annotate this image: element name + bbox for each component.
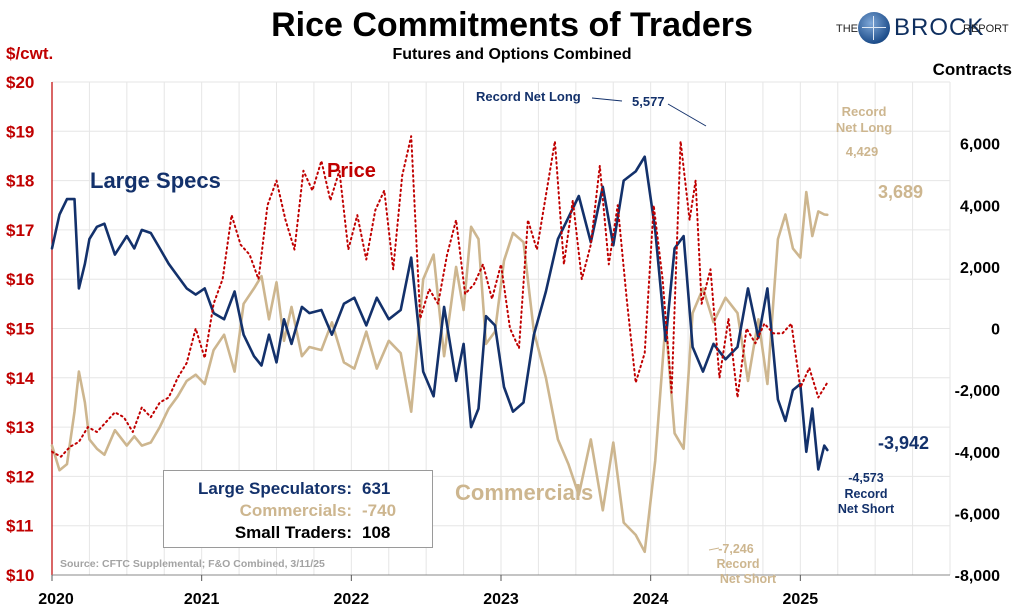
right-axis-unit: Contracts xyxy=(932,60,1012,79)
summary-row-small-traders: Small Traders: 108 xyxy=(164,523,432,545)
x-tick-label: 2022 xyxy=(334,591,370,608)
chart-annotation: Price xyxy=(327,160,376,182)
left-tick-label: $14 xyxy=(6,369,35,388)
position-summary-box: Large Speculators: 631 Commercials: -740… xyxy=(163,470,433,548)
chart-annotation: Record Net Long xyxy=(476,89,581,104)
summary-label: Large Speculators: xyxy=(198,479,352,498)
logo-brand: BROCK xyxy=(894,14,985,41)
x-tick-label: 2021 xyxy=(184,591,220,608)
x-tick-label: 2024 xyxy=(633,591,669,608)
summary-row-large-speculators: Large Speculators: 631 xyxy=(164,479,432,501)
brand-logo: THE BROCK REPORT xyxy=(836,10,1016,50)
left-tick-label: $13 xyxy=(6,418,34,437)
summary-value: -740 xyxy=(362,501,397,520)
chart-annotation: Record xyxy=(842,104,887,119)
left-tick-label: $20 xyxy=(6,73,34,92)
summary-value: 631 xyxy=(362,479,391,498)
right-tick-label: 2,000 xyxy=(960,260,1000,277)
left-tick-label: $11 xyxy=(6,517,33,536)
x-tick-label: 2020 xyxy=(38,591,74,608)
logo-suffix: REPORT xyxy=(963,23,1009,35)
x-tick-label: 2025 xyxy=(783,591,819,608)
chart-subtitle: Futures and Options Combined xyxy=(392,46,632,63)
right-tick-label: -8,000 xyxy=(955,568,1000,585)
chart-annotation: 4,429 xyxy=(846,144,879,159)
left-tick-label: $12 xyxy=(6,467,34,486)
right-tick-label: -4,000 xyxy=(955,445,1000,462)
callout-leader-line xyxy=(667,103,707,127)
chart-annotation: Net Long xyxy=(836,120,892,135)
left-tick-label: $18 xyxy=(6,172,34,191)
chart-annotation: -7,246 xyxy=(718,542,753,556)
x-tick-label: 2023 xyxy=(483,591,519,608)
series-line-price xyxy=(51,135,829,458)
chart-annotation: 5,577 xyxy=(632,94,665,109)
left-tick-label: $17 xyxy=(6,221,34,240)
right-tick-label: 0 xyxy=(991,322,1000,339)
right-tick-label: 4,000 xyxy=(960,198,1000,215)
source-note: Source: CFTC Supplemental; F&O Combined,… xyxy=(60,558,325,570)
chart-annotation: Net Short xyxy=(720,572,777,586)
chart-title: Rice Commitments of Traders xyxy=(271,6,753,44)
chart-annotation: -3,942 xyxy=(878,433,929,453)
globe-icon xyxy=(858,12,890,44)
chart-annotation: Large Specs xyxy=(90,168,221,193)
callout-leader-line xyxy=(591,97,623,102)
left-tick-label: $19 xyxy=(6,122,34,141)
chart-annotation: -4,573 xyxy=(848,471,883,485)
left-tick-label: $15 xyxy=(6,320,34,339)
callout-leader-line xyxy=(708,547,720,551)
left-tick-label: $16 xyxy=(6,270,34,289)
summary-value: 108 xyxy=(362,523,391,542)
right-tick-label: 6,000 xyxy=(960,137,1000,154)
summary-label: Commercials: xyxy=(239,501,352,520)
chart-annotation: Record xyxy=(844,487,887,501)
right-tick-label: -2,000 xyxy=(955,383,1000,400)
series-line-large-specs xyxy=(50,155,829,471)
chart-annotation: Net Short xyxy=(838,502,895,516)
left-tick-label: $10 xyxy=(6,566,34,585)
summary-row-commercials: Commercials: -740 xyxy=(164,501,432,523)
logo-prefix: THE xyxy=(836,23,858,35)
chart-annotation: Commercials xyxy=(455,480,593,505)
left-axis-unit: $/cwt. xyxy=(6,44,54,63)
series-line-commercials xyxy=(50,190,829,554)
right-tick-label: -6,000 xyxy=(955,506,1000,523)
chart-annotation: Record xyxy=(716,557,759,571)
summary-label: Small Traders: xyxy=(234,523,352,542)
chart-annotation: 3,689 xyxy=(878,182,923,202)
